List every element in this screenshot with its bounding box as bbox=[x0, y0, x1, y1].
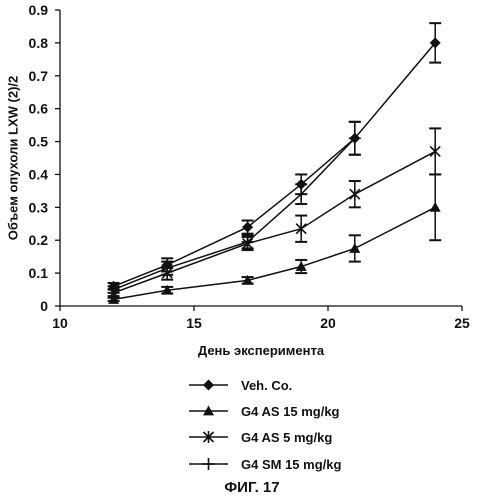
series-line-2 bbox=[114, 207, 436, 299]
y-tick-label: 0.9 bbox=[29, 2, 49, 18]
y-tick-label: 0.5 bbox=[29, 134, 49, 150]
y-tick-label: 0.4 bbox=[29, 166, 49, 182]
legend-label: G4 AS 15 mg/kg bbox=[241, 404, 340, 419]
x-tick-label: 15 bbox=[186, 315, 202, 331]
error-bars bbox=[108, 23, 442, 301]
y-tick-label: 0.8 bbox=[29, 35, 49, 51]
legend: Veh. Co. G4 AS 15 mg/kg G4 AS 5 mg/kg G4 SM… bbox=[189, 378, 341, 472]
data-point-asterisk bbox=[350, 188, 360, 200]
x-tick-label: 25 bbox=[454, 315, 470, 331]
legend-label: G4 SM 15 mg/kg bbox=[241, 457, 341, 472]
data-point-asterisk bbox=[296, 223, 306, 235]
series-markers bbox=[108, 37, 441, 303]
y-axis-label: Объем опухоли LXW (2)/2 bbox=[5, 76, 20, 241]
y-tick-label: 0.3 bbox=[29, 199, 49, 215]
legend-label: Veh. Co. bbox=[241, 378, 292, 393]
series-line-4 bbox=[114, 138, 355, 289]
data-point-asterisk bbox=[430, 145, 440, 157]
data-point-triangle bbox=[349, 243, 360, 253]
y-tick-label: 0.2 bbox=[29, 232, 49, 248]
legend-marker-plus bbox=[203, 458, 215, 470]
axes bbox=[60, 10, 462, 306]
figure-caption: ФИГ. 17 bbox=[224, 479, 279, 496]
x-tick-label: 10 bbox=[52, 315, 68, 331]
legend-item: G4 AS 5 mg/kg bbox=[189, 430, 332, 445]
x-tick-label: 20 bbox=[320, 315, 336, 331]
legend-item: G4 SM 15 mg/kg bbox=[189, 457, 341, 472]
y-tick-label: 0.7 bbox=[29, 68, 49, 84]
data-point-triangle bbox=[430, 202, 441, 212]
y-tick-label: 0 bbox=[40, 298, 48, 314]
y-tick-label: 0.6 bbox=[29, 101, 49, 117]
legend-marker-diamond bbox=[203, 380, 214, 391]
legend-item: Veh. Co. bbox=[189, 378, 292, 393]
y-tick-label: 0.1 bbox=[29, 265, 49, 281]
legend-item: G4 AS 15 mg/kg bbox=[189, 404, 340, 419]
series-line-1 bbox=[114, 43, 436, 286]
legend-label: G4 AS 5 mg/kg bbox=[241, 430, 332, 445]
x-axis-label: День эксперимента bbox=[198, 343, 325, 358]
